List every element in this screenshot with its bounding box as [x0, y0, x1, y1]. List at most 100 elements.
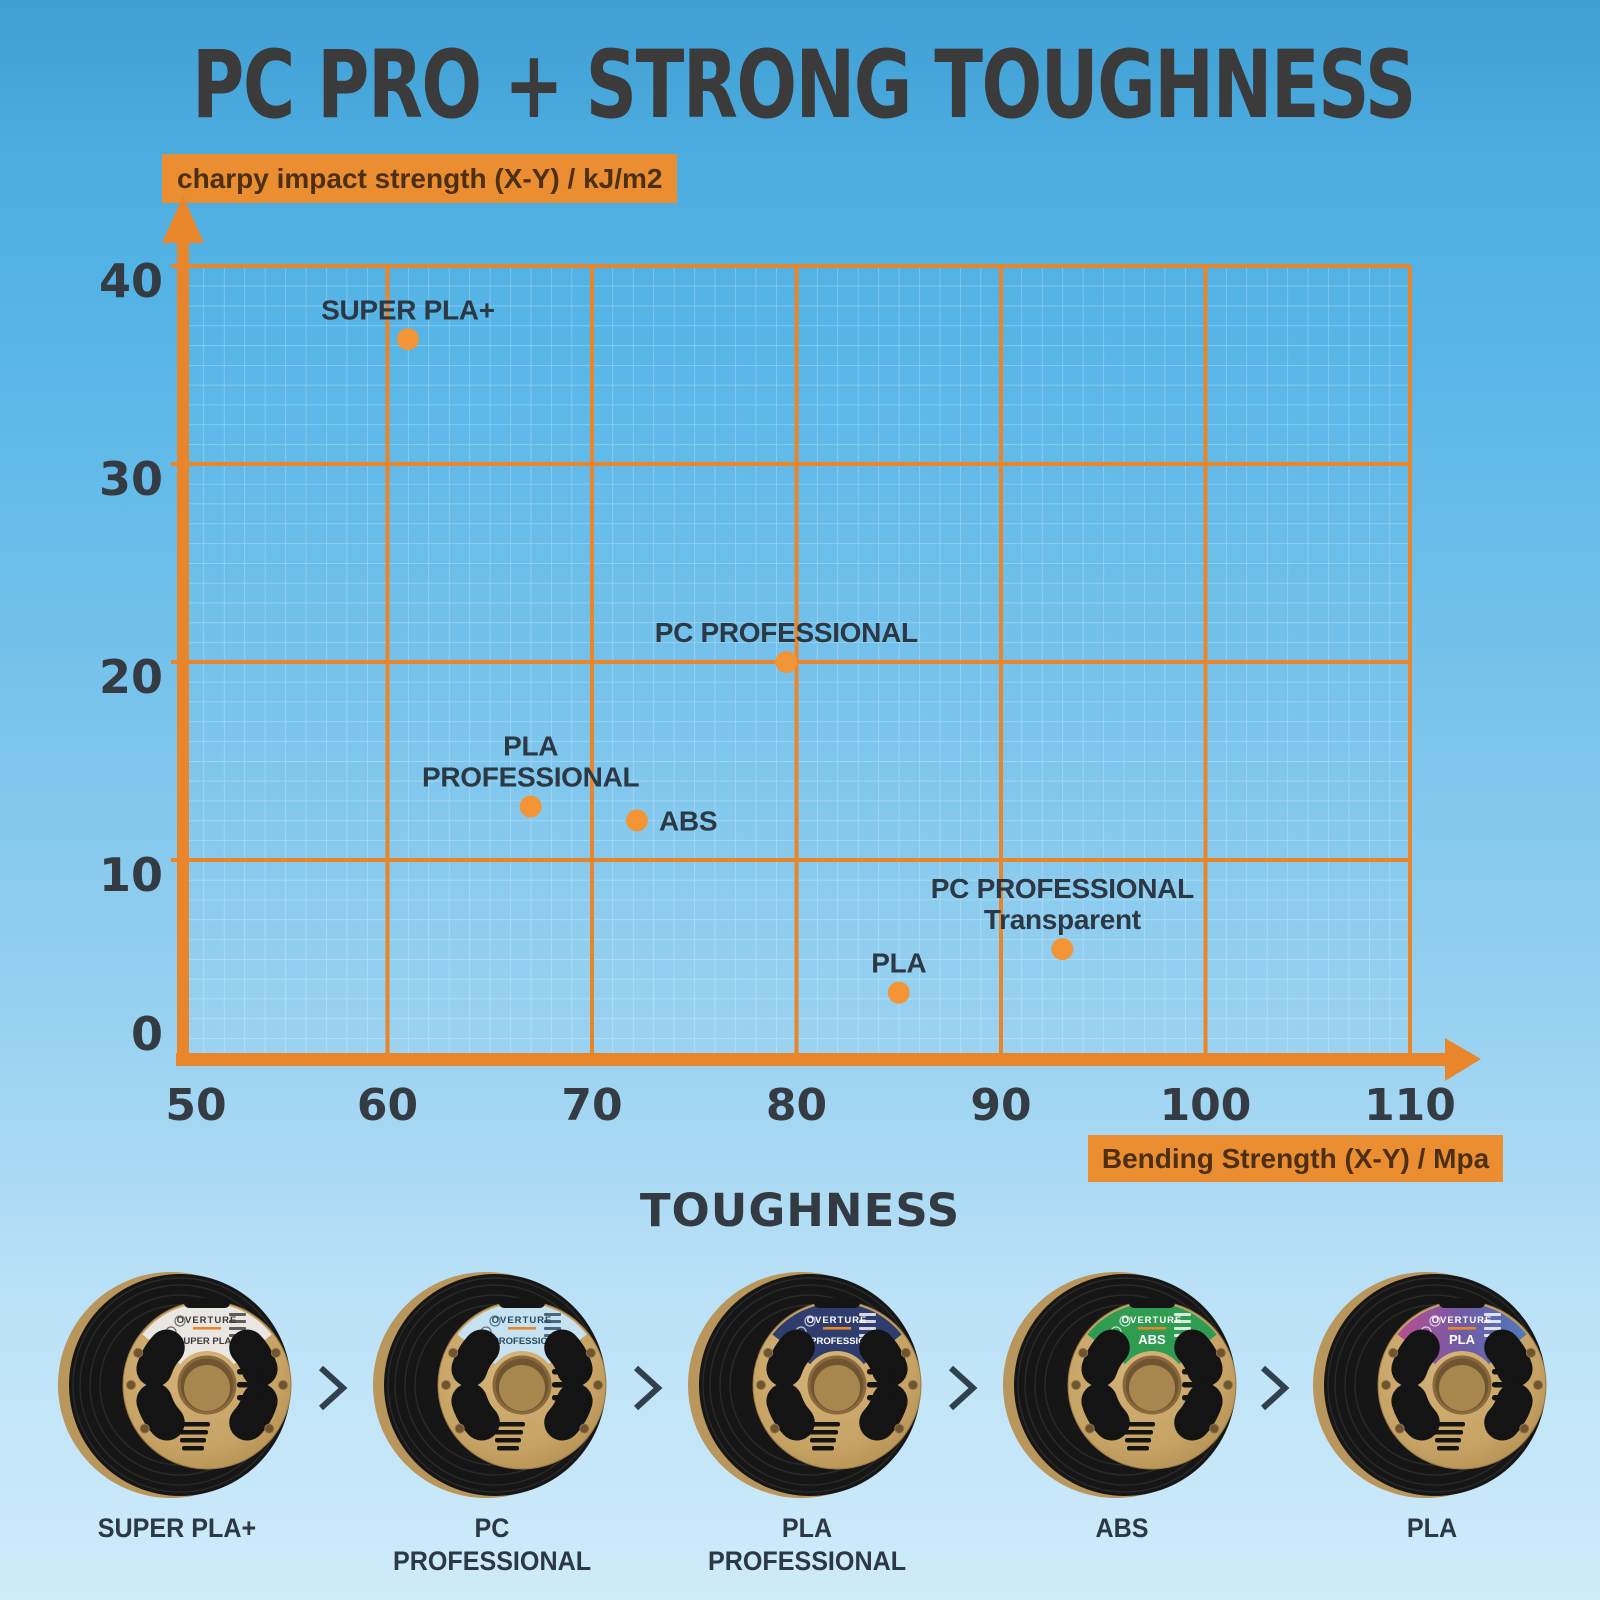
spool-cutout [859, 1383, 908, 1441]
filament-spool: OVERTURE PLA PROFESSIONAL [688, 1272, 922, 1498]
vent-slot [1492, 1369, 1518, 1375]
label-spec-row [1484, 1327, 1501, 1330]
y-tick-label: 0 [131, 1007, 163, 1061]
spool-caption-line: PLA [781, 1513, 833, 1543]
toughness-heading: TOUGHNESS [639, 1184, 961, 1237]
spool-caption: ABS [1007, 1512, 1238, 1545]
spool-cutout [229, 1383, 278, 1441]
vent-slot [1433, 1430, 1463, 1435]
filament-spool: OVERTURE PLA [1313, 1272, 1547, 1498]
y-tick-label: 30 [99, 452, 163, 506]
vent-slot [1125, 1438, 1151, 1443]
vent-slot [867, 1369, 893, 1375]
y-tick-label: 40 [99, 254, 163, 308]
spool-cutout [544, 1383, 593, 1441]
vent-slot [176, 1422, 210, 1427]
spool-caption: SUPER PLA+ [62, 1512, 293, 1545]
spool-caption-line: SUPER PLA+ [97, 1513, 257, 1543]
label-spec-row [859, 1313, 876, 1316]
spool-cutout [1391, 1329, 1440, 1387]
x-tick-label: 90 [970, 1080, 1031, 1131]
spool-core [814, 1365, 860, 1411]
vent-slot [237, 1369, 263, 1375]
spool-handle [814, 1298, 860, 1308]
rim-hole [139, 1423, 150, 1434]
spool-brand: OVERTURE [1122, 1315, 1183, 1326]
scatter-points: SUPER PLA+PC PROFESSIONALPLAPROFESSIONAL… [321, 294, 1195, 1004]
vent-slot [1182, 1382, 1208, 1388]
spool-cutout [1484, 1329, 1533, 1387]
vent-slot [180, 1438, 206, 1443]
x-tick-labels: 50 60 70 80 90 100 110 [165, 1080, 1456, 1131]
x-tick-label: 50 [165, 1080, 226, 1131]
greater-than-separator-icon [633, 1365, 662, 1411]
spool-cutout [136, 1329, 185, 1387]
rim-hole [593, 1380, 603, 1390]
spool-cutout [766, 1383, 815, 1441]
vent-slot [495, 1438, 521, 1443]
x-axis [176, 1053, 1447, 1066]
vent-slot [237, 1395, 263, 1401]
label-icon [489, 1315, 501, 1327]
label-icon [804, 1315, 816, 1327]
vent-slot [810, 1438, 836, 1443]
filament-spool: OVERTURE PC PROFESSIONAL [373, 1272, 607, 1498]
vent-slot [806, 1422, 840, 1427]
vent-slot [812, 1446, 834, 1451]
y-axis-label-box: charpy impact strength (X-Y) / kJ/m2 [162, 154, 678, 203]
scatter-point [625, 809, 648, 832]
vent-slot [1127, 1446, 1149, 1451]
spool-core [499, 1365, 545, 1411]
vent-slot [497, 1446, 519, 1451]
rim-hole [1388, 1347, 1399, 1358]
label-spec-row [1484, 1313, 1501, 1316]
label-spec-row [544, 1320, 561, 1323]
label-spec-row [229, 1320, 246, 1323]
rim-hole [1078, 1347, 1089, 1358]
spool-caption-line: PLA [1406, 1513, 1458, 1543]
filament-spool: OVERTURE ABS [1003, 1272, 1237, 1498]
label-spec-row [859, 1320, 876, 1323]
point-label-line: PLA [503, 731, 558, 762]
scatter-point [519, 795, 542, 818]
vent-slot [1492, 1382, 1518, 1388]
spool-band-label: PLA [1449, 1332, 1476, 1347]
spool-core [1439, 1365, 1485, 1411]
rim-hole [756, 1380, 766, 1390]
brand-accent-bar [1138, 1327, 1166, 1330]
rim-hole [769, 1423, 780, 1434]
rim-hole [900, 1347, 911, 1358]
spool-handle [499, 1298, 545, 1308]
vent-slot [867, 1395, 893, 1401]
spool-caption-line: PROFESSIONAL [707, 1546, 907, 1576]
rim-hole [908, 1380, 918, 1390]
spool-handle [1439, 1298, 1485, 1308]
spool-band-label: PLA PROFESSIONAL [789, 1336, 885, 1347]
brand-accent-bar [823, 1327, 851, 1330]
vent-slot [1437, 1446, 1459, 1451]
x-tick-label: 110 [1364, 1080, 1456, 1131]
vent-slot [552, 1369, 578, 1375]
label-spec-row [229, 1327, 246, 1330]
vent-slot [1435, 1438, 1461, 1443]
rim-hole [585, 1347, 596, 1358]
scatter-point [887, 981, 910, 1004]
point-label-line: PLA [871, 948, 926, 979]
x-axis-label: Bending Strength (X-Y) / Mpa [1101, 1143, 1490, 1174]
point-label: ABS [659, 805, 718, 836]
rim-hole [1519, 1423, 1530, 1434]
label-spec-row [544, 1313, 561, 1316]
spool-cutout [1484, 1383, 1533, 1441]
spool-core [184, 1365, 230, 1411]
vent-slot [1431, 1422, 1465, 1427]
rim-hole [1223, 1380, 1233, 1390]
scatter-point [775, 651, 798, 673]
greater-than-separator-icon [948, 1365, 977, 1411]
spool-cutout [229, 1329, 278, 1387]
label-spec-row [1174, 1327, 1191, 1330]
center-hole-ring [1122, 1355, 1182, 1415]
rim-hole [448, 1347, 459, 1358]
